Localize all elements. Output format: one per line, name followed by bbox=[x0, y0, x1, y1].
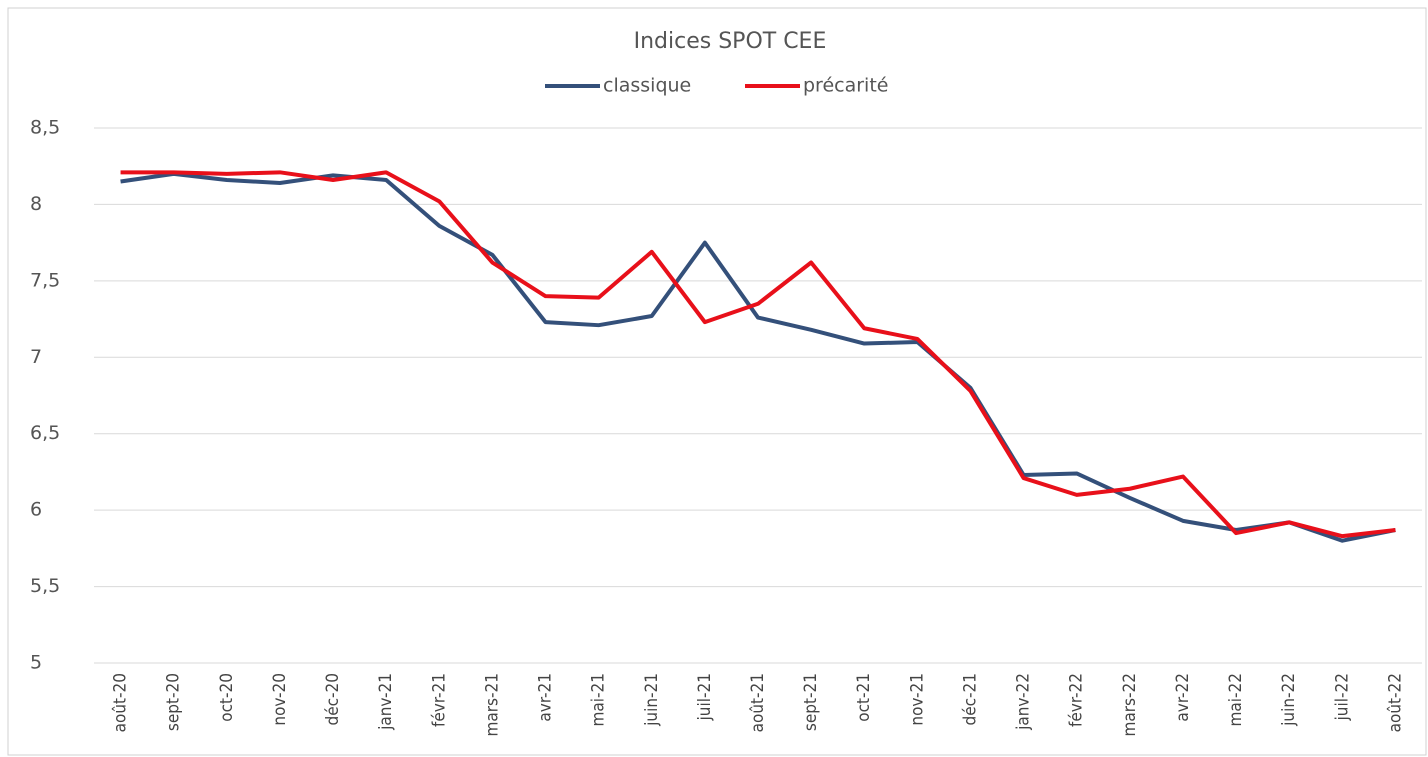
x-tick-label: nov-20 bbox=[270, 673, 290, 726]
legend-label: classique bbox=[603, 75, 691, 97]
y-tick-label: 5,5 bbox=[30, 575, 60, 597]
x-tick-label: janv-21 bbox=[376, 673, 396, 731]
y-tick-label: 6 bbox=[30, 499, 42, 521]
x-tick-label: avr-21 bbox=[536, 673, 556, 722]
x-tick-label: févr-22 bbox=[1067, 673, 1087, 727]
x-tick-label: mai-21 bbox=[589, 673, 609, 727]
x-tick-label: oct-20 bbox=[217, 673, 237, 722]
y-tick-label: 6,5 bbox=[30, 422, 60, 444]
x-tick-label: oct-21 bbox=[854, 673, 874, 722]
x-tick-label: août-20 bbox=[111, 673, 131, 732]
x-tick-label: juil-22 bbox=[1332, 673, 1352, 721]
x-tick-label: mars-22 bbox=[1120, 673, 1140, 737]
legend-label: précarité bbox=[803, 75, 888, 97]
x-tick-label: août-21 bbox=[748, 673, 768, 732]
line-series bbox=[120, 170, 1396, 539]
y-tick-label: 8 bbox=[30, 193, 42, 215]
x-tick-label: juil-21 bbox=[695, 673, 715, 721]
y-tick-label: 7 bbox=[30, 346, 42, 368]
x-tick-label: mai-22 bbox=[1226, 673, 1246, 727]
x-tick-label: déc-20 bbox=[323, 673, 343, 726]
x-tick-label: nov-21 bbox=[907, 673, 927, 726]
x-tick-label: sept-21 bbox=[801, 673, 821, 731]
line-series bbox=[120, 171, 1396, 543]
x-tick-label: août-22 bbox=[1385, 673, 1405, 732]
x-tick-label: déc-21 bbox=[960, 673, 980, 726]
chart-title: Indices SPOT CEE bbox=[634, 29, 827, 54]
x-tick-label: juin-22 bbox=[1279, 673, 1299, 727]
y-tick-label: 8,5 bbox=[30, 117, 60, 139]
x-tick-label: avr-22 bbox=[1173, 673, 1193, 722]
y-tick-label: 5 bbox=[30, 652, 42, 674]
x-tick-label: sept-20 bbox=[164, 673, 184, 731]
x-tick-label: févr-21 bbox=[429, 673, 449, 727]
x-tick-label: juin-21 bbox=[642, 673, 662, 727]
x-tick-label: janv-22 bbox=[1014, 673, 1034, 731]
x-tick-label: mars-21 bbox=[482, 673, 502, 737]
y-tick-label: 7,5 bbox=[30, 269, 60, 291]
chart-border bbox=[7, 7, 1427, 756]
